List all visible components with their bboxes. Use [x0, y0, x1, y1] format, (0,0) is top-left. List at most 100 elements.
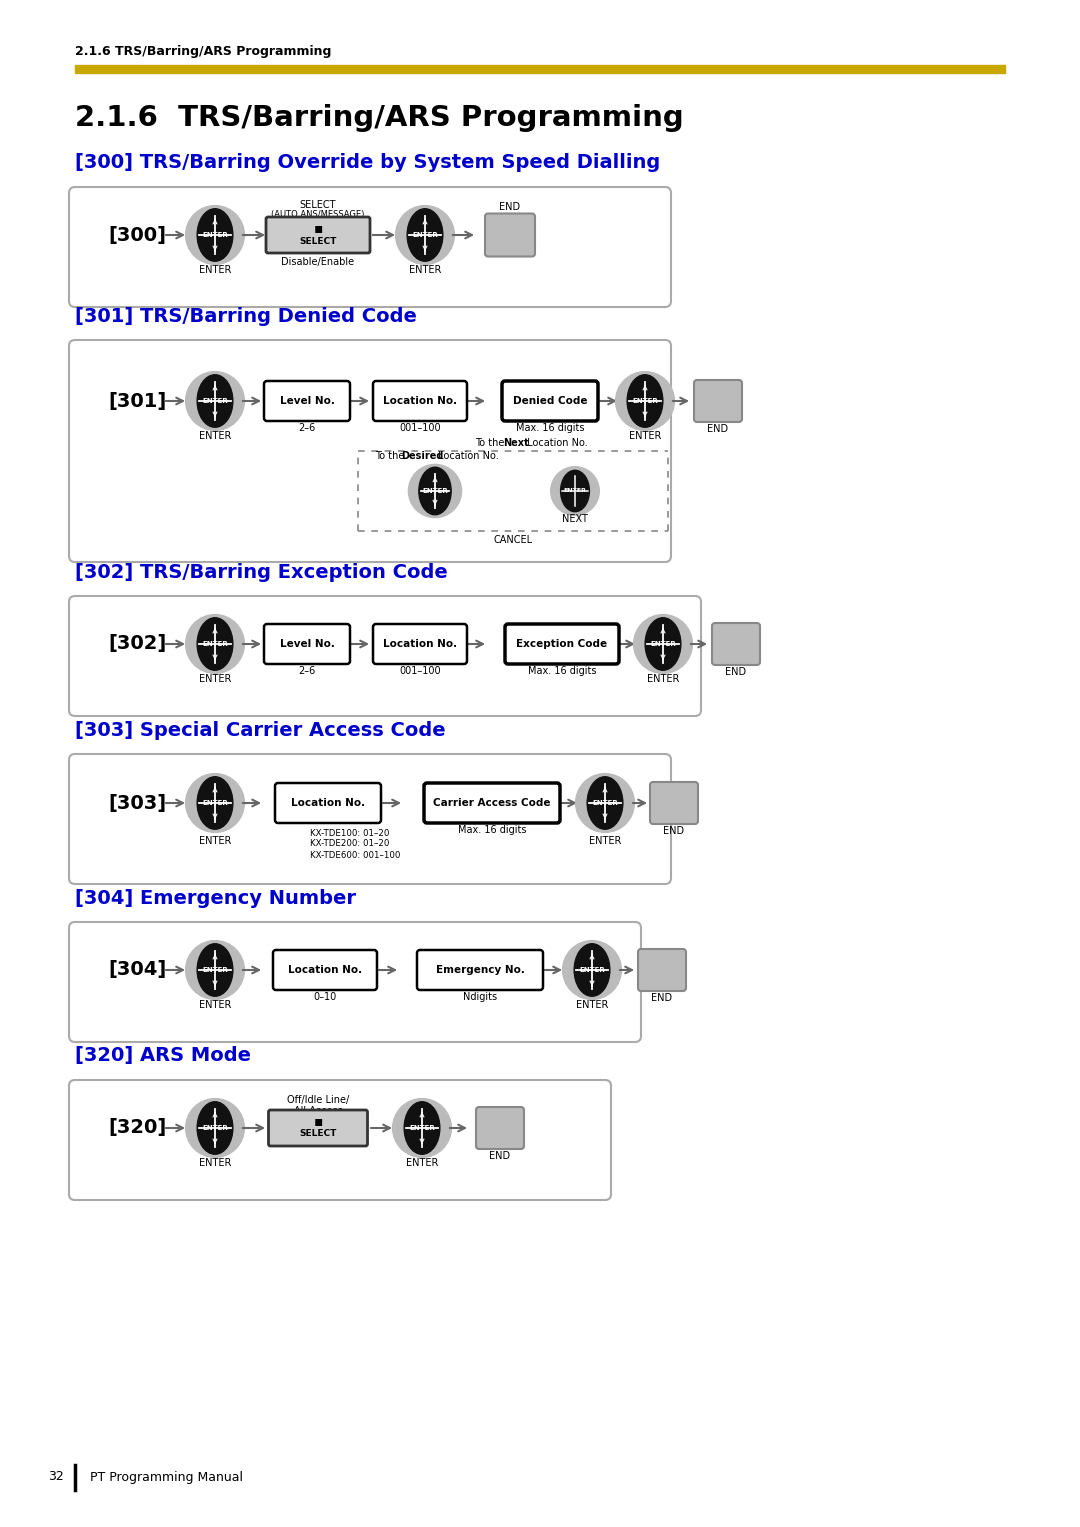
- FancyBboxPatch shape: [69, 186, 671, 307]
- Text: Level No.: Level No.: [280, 395, 335, 406]
- Text: END: END: [663, 826, 685, 835]
- Text: Off/Idle Line/: Off/Idle Line/: [287, 1095, 349, 1106]
- Text: KX-TDE100: 01–20: KX-TDE100: 01–20: [310, 829, 390, 837]
- Text: [304]: [304]: [108, 960, 166, 979]
- Text: SELECT: SELECT: [299, 1130, 337, 1139]
- Text: [300]: [300]: [108, 226, 166, 244]
- Text: ENTER: ENTER: [202, 800, 228, 806]
- Text: [301] TRS/Barring Denied Code: [301] TRS/Barring Denied Code: [75, 307, 417, 325]
- Circle shape: [186, 371, 244, 431]
- FancyBboxPatch shape: [638, 948, 686, 991]
- Text: (AUTO ANS/MESSAGE): (AUTO ANS/MESSAGE): [271, 211, 365, 220]
- Text: Location No.: Location No.: [383, 395, 457, 406]
- Text: Disable/Enable: Disable/Enable: [282, 257, 354, 267]
- Text: [302]: [302]: [108, 635, 166, 654]
- FancyBboxPatch shape: [266, 217, 370, 253]
- Ellipse shape: [198, 618, 233, 670]
- Text: Location No.: Location No.: [524, 438, 588, 447]
- Ellipse shape: [588, 777, 623, 829]
- FancyBboxPatch shape: [485, 214, 535, 257]
- Text: Max. 16 digits: Max. 16 digits: [516, 423, 584, 434]
- Text: END: END: [489, 1151, 511, 1161]
- Text: 2–6: 2–6: [298, 423, 315, 434]
- Text: ENTER: ENTER: [409, 1125, 435, 1132]
- Ellipse shape: [561, 470, 590, 512]
- FancyBboxPatch shape: [502, 382, 598, 421]
- FancyBboxPatch shape: [373, 625, 467, 664]
- Ellipse shape: [198, 209, 233, 261]
- Bar: [75, 66, 1005, 73]
- Text: Ndigits: Ndigits: [463, 993, 497, 1002]
- Text: To the: To the: [475, 438, 508, 447]
- Text: ENTER: ENTER: [422, 489, 448, 495]
- Text: All Access: All Access: [294, 1106, 342, 1116]
- Text: Location No.: Location No.: [435, 450, 499, 461]
- Text: Max. 16 digits: Max. 16 digits: [458, 825, 526, 835]
- Ellipse shape: [198, 944, 233, 996]
- Text: Location No.: Location No.: [288, 965, 362, 976]
- Ellipse shape: [645, 618, 680, 670]
- Circle shape: [393, 1098, 451, 1157]
- Text: 2.1.6 TRS/Barring/ARS Programming: 2.1.6 TRS/Barring/ARS Programming: [75, 46, 332, 58]
- Text: ENTER: ENTER: [650, 641, 676, 647]
- Ellipse shape: [627, 374, 663, 428]
- Text: ENTER: ENTER: [576, 1000, 608, 1009]
- Text: ENTER: ENTER: [629, 431, 661, 441]
- Text: ENTER: ENTER: [589, 835, 621, 846]
- Text: END: END: [651, 993, 673, 1003]
- Text: Next: Next: [503, 438, 528, 447]
- Text: Desired: Desired: [401, 450, 444, 461]
- Text: [301]: [301]: [108, 391, 166, 411]
- Text: ENTER: ENTER: [199, 266, 231, 275]
- FancyBboxPatch shape: [650, 782, 698, 825]
- Text: Exception Code: Exception Code: [516, 638, 608, 649]
- FancyBboxPatch shape: [417, 950, 543, 989]
- Text: SELECT: SELECT: [300, 200, 336, 211]
- Text: ENTER: ENTER: [413, 232, 437, 238]
- FancyBboxPatch shape: [712, 623, 760, 664]
- Ellipse shape: [407, 209, 443, 261]
- Text: ENTER: ENTER: [202, 967, 228, 973]
- Text: 001–100: 001–100: [400, 423, 441, 434]
- Text: ENTER: ENTER: [199, 1000, 231, 1009]
- Text: ENTER: ENTER: [202, 1125, 228, 1132]
- Text: 0–10: 0–10: [313, 993, 337, 1002]
- Text: ENTER: ENTER: [632, 399, 658, 405]
- Text: Emergency No.: Emergency No.: [435, 965, 525, 976]
- Text: [300] TRS/Barring Override by System Speed Dialling: [300] TRS/Barring Override by System Spe…: [75, 154, 660, 173]
- Ellipse shape: [419, 467, 451, 515]
- Text: CANCEL: CANCEL: [494, 534, 532, 545]
- FancyBboxPatch shape: [373, 382, 467, 421]
- Text: ENTER: ENTER: [406, 1157, 438, 1168]
- Text: ENTER: ENTER: [564, 489, 586, 493]
- Text: Location No.: Location No.: [383, 638, 457, 649]
- Text: ENTER: ENTER: [579, 967, 605, 973]
- Text: SELECT: SELECT: [299, 237, 337, 246]
- Circle shape: [395, 206, 455, 264]
- Text: Level No.: Level No.: [280, 638, 335, 649]
- Text: ENTER: ENTER: [199, 1157, 231, 1168]
- FancyBboxPatch shape: [69, 596, 701, 716]
- Text: KX-TDE200: 01–20: KX-TDE200: 01–20: [310, 840, 390, 849]
- Text: 32: 32: [49, 1471, 64, 1484]
- Text: [320]: [320]: [108, 1118, 166, 1138]
- Circle shape: [186, 941, 244, 999]
- Text: [304] Emergency Number: [304] Emergency Number: [75, 889, 356, 907]
- Text: ENTER: ENTER: [199, 431, 231, 441]
- Text: PT Programming Manual: PT Programming Manual: [90, 1471, 243, 1484]
- Text: ENTER: ENTER: [202, 399, 228, 405]
- FancyBboxPatch shape: [424, 783, 561, 823]
- Circle shape: [408, 464, 461, 518]
- Ellipse shape: [575, 944, 610, 996]
- Text: ENTER: ENTER: [199, 673, 231, 684]
- Text: Max. 16 digits: Max. 16 digits: [528, 666, 596, 676]
- Text: 001–100: 001–100: [400, 666, 441, 676]
- Text: END: END: [499, 202, 521, 212]
- FancyBboxPatch shape: [264, 382, 350, 421]
- Circle shape: [616, 371, 674, 431]
- Text: ENTER: ENTER: [647, 673, 679, 684]
- Text: Location No.: Location No.: [291, 799, 365, 808]
- Text: ENTER: ENTER: [409, 266, 442, 275]
- Text: ENTER: ENTER: [202, 641, 228, 647]
- Circle shape: [634, 614, 692, 673]
